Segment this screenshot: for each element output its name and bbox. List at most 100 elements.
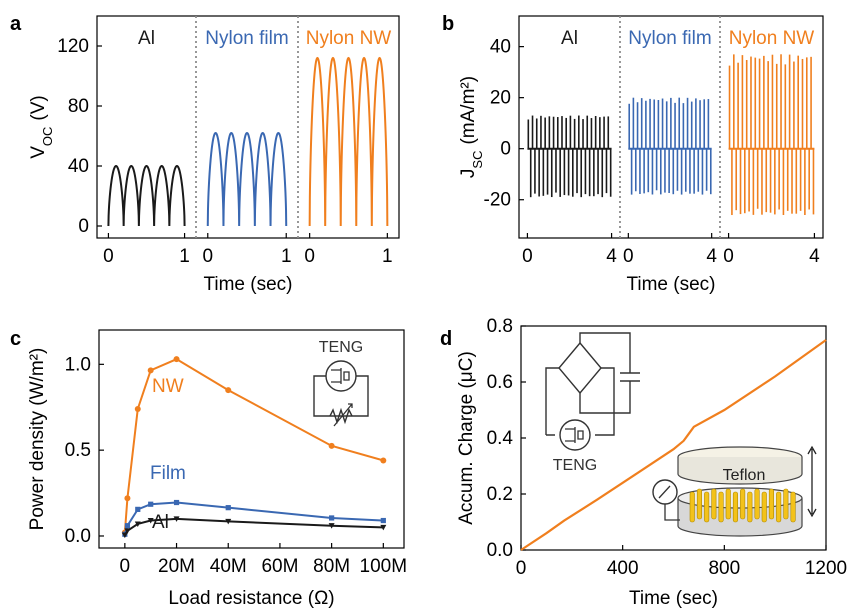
data-point (147, 518, 154, 524)
x-tick-label: 0 (516, 558, 527, 579)
y-tick-label: 0.0 (65, 526, 91, 547)
y-tick-label: 120 (57, 36, 89, 57)
series-label: Nylon NW (306, 28, 392, 49)
inset-label-teflon: Teflon (723, 467, 766, 484)
data-point (380, 457, 387, 464)
nanowire (740, 488, 746, 520)
panel-label-c: c (10, 328, 21, 350)
y-tick-label: 0.0 (487, 540, 513, 561)
series-label-nw: NW (152, 376, 184, 397)
series-label: Nylon NW (729, 28, 815, 49)
x-tick-label: 4 (706, 246, 717, 267)
nanowire (783, 488, 789, 520)
y-tick-label: 0 (500, 139, 511, 160)
y-axis-title: VOC(V) (28, 95, 55, 159)
x-axis-title: Time (sec) (203, 274, 292, 295)
nanowire (689, 491, 695, 523)
y-tick-label: 20 (490, 88, 511, 109)
data-point (328, 442, 335, 449)
series-label-al: Al (152, 512, 169, 533)
series-line-al (107, 164, 186, 227)
charge-curve (520, 339, 827, 551)
y-axis-title: Accum. Charge (μC) (456, 351, 477, 525)
y-axis-title: JSC(mA/m²) (458, 76, 485, 178)
inset-label-teng: TENG (319, 339, 363, 356)
x-axis-title: Load resistance (Ω) (168, 588, 334, 609)
x-tick-label: 1 (281, 246, 292, 267)
teflon-disk-side (677, 457, 803, 485)
x-tick-label: 0 (623, 246, 634, 267)
data-point (147, 367, 154, 374)
x-axis-title: Time (sec) (629, 588, 718, 609)
teng-symbol-icon (559, 419, 591, 451)
x-tick-label: 400 (607, 558, 639, 579)
y-tick-label: 80 (68, 96, 89, 117)
series-line-nylon-nw (308, 56, 389, 227)
plot-frame (98, 329, 405, 549)
nanowire (768, 488, 775, 520)
data-point (173, 516, 180, 522)
x-tick-label: 1200 (805, 558, 847, 579)
y-tick-label: 0.5 (65, 440, 91, 461)
nanowire (711, 488, 717, 520)
data-point (380, 517, 386, 524)
data-point (225, 518, 232, 525)
series-line-nylon-film (206, 131, 288, 227)
panel-label-b: b (442, 13, 454, 35)
series-label: Al (561, 28, 578, 49)
nanowire (754, 488, 760, 520)
inset-label-teng: TENG (553, 457, 597, 474)
data-point (134, 521, 141, 527)
circuit-wire (579, 332, 631, 414)
panel-label-d: d (440, 328, 452, 350)
nanowire (696, 488, 703, 520)
nanowire (704, 491, 710, 523)
x-tick-label: 0 (103, 246, 114, 267)
y-tick-label: 0 (78, 216, 89, 237)
panel-label-a: a (10, 13, 22, 35)
x-tick-label: 80M (313, 556, 350, 577)
y-tick-label: -20 (484, 190, 511, 211)
device-sketch-inset: Teflon (652, 445, 817, 537)
data-point (124, 523, 131, 529)
x-tick-label: 1 (382, 246, 393, 267)
y-axis-title: Power density (W/m²) (27, 348, 48, 531)
x-tick-label: 20M (158, 556, 195, 577)
y-tick-label: 0.2 (487, 484, 513, 505)
panel-d: 0.0 0.2 0.4 0.6 0.8 0 400 800 1200 Time (sec) Accu… (456, 316, 847, 609)
nanowire (718, 491, 724, 523)
data-point (328, 523, 335, 529)
teng-circuit-inset: TENG (313, 339, 369, 427)
x-tick-label: 0 (120, 556, 131, 577)
data-point (225, 505, 231, 511)
x-tick-label: 0 (304, 246, 315, 267)
y-tick-label: 40 (490, 37, 511, 58)
data-point (124, 528, 131, 534)
x-tick-label: 4 (809, 246, 820, 267)
capacitor-icon (620, 372, 640, 382)
plot-frame (96, 15, 400, 239)
x-tick-label: 0 (202, 246, 213, 267)
data-point (173, 499, 180, 506)
data-point (173, 356, 180, 363)
x-axis-title: Time (sec) (626, 274, 715, 295)
y-tick-label: 0.8 (487, 316, 513, 337)
data-point (135, 506, 141, 512)
circuit-wire (313, 375, 369, 417)
meter-wire (658, 485, 680, 521)
series-line-nw (123, 358, 384, 533)
series-line-film (123, 501, 384, 535)
data-point (148, 501, 154, 507)
x-tick-label: 0 (723, 246, 734, 267)
x-tick-label: 800 (708, 558, 740, 579)
data-point (121, 532, 128, 539)
motion-arrow-icon (807, 445, 817, 518)
rectifier-circuit-inset: TENG (545, 332, 640, 474)
x-tick-label: 60M (261, 556, 298, 577)
series-label: Nylon film (205, 28, 288, 49)
x-tick-label: 1 (179, 246, 190, 267)
nanowire (732, 491, 739, 523)
y-tick-label: 0.6 (487, 372, 513, 393)
